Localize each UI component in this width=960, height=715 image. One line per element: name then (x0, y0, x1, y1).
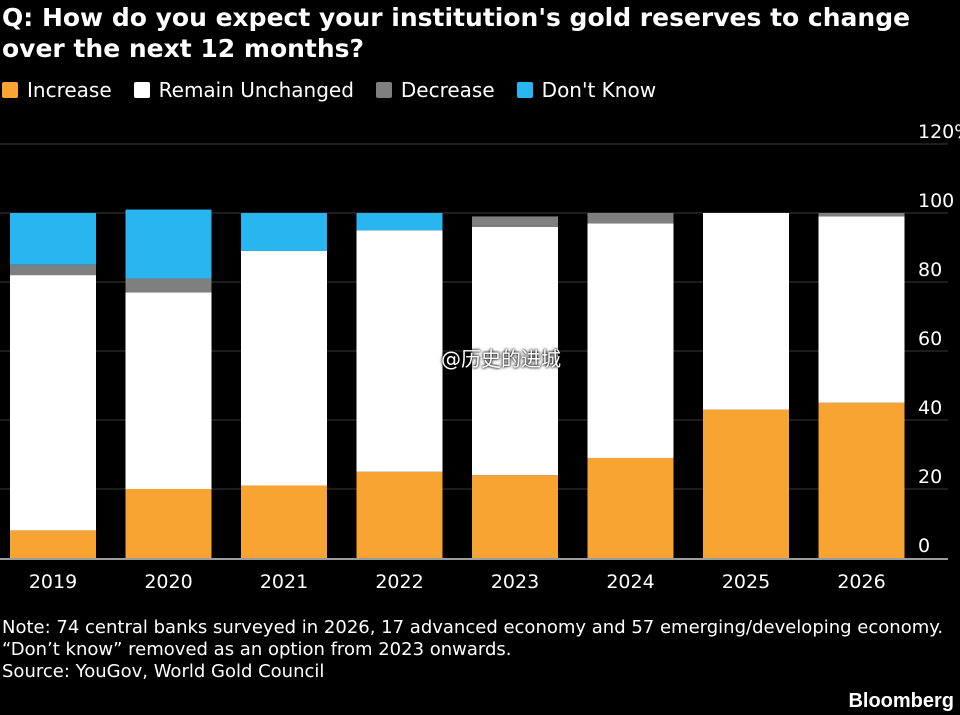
y-tick-label: 0 (918, 535, 930, 557)
legend-label-remain-unchanged: Remain Unchanged (158, 78, 354, 102)
bar-segment-remain-unchanged (703, 213, 789, 410)
x-tick-label: 2025 (722, 571, 770, 593)
bar-segment-decrease (125, 278, 212, 293)
note-line: “Don’t know” removed as an option from 2… (2, 639, 512, 660)
legend-label-decrease: Decrease (400, 78, 495, 102)
legend-item-remain-unchanged: Remain Unchanged (133, 78, 354, 102)
bar-segment-decrease (818, 213, 905, 217)
legend-item-decrease: Decrease (375, 78, 495, 102)
bar-segment-increase (703, 409, 789, 558)
stacked-bar-chart: 0 20 40 60 80 100 120% 2019 2020 2021 2022 2023 2024… (0, 121, 960, 593)
bar-segment-don-t-know (125, 209, 212, 279)
bar-segment-remain-unchanged (587, 223, 674, 458)
watermark-text: @历史的进城 (441, 347, 561, 371)
bar-segment-increase (356, 471, 443, 558)
bar-segment-remain-unchanged (241, 250, 327, 486)
y-tick-label: 20 (918, 466, 942, 488)
legend-item-dont-know: Don't Know (516, 78, 657, 102)
legend-swatch-increase (2, 82, 18, 98)
bloomberg-logo: Bloomberg (848, 690, 954, 712)
legend-swatch-remain-unchanged (133, 82, 150, 98)
x-tick-label: 2023 (491, 571, 539, 593)
bar-segment-increase (472, 475, 558, 558)
x-tick-label: 2022 (375, 571, 423, 593)
watermark: @历史的进城 (415, 343, 561, 372)
bar-segment-remain-unchanged (472, 226, 558, 476)
legend-item-increase: Increase (2, 78, 112, 102)
x-tick-label: 2020 (144, 571, 192, 593)
note-line: Note: 74 central banks surveyed in 2026,… (2, 617, 944, 638)
bar-segment-don-t-know (356, 213, 443, 231)
y-tick-label: 80 (918, 259, 942, 281)
axes: 0 20 40 60 80 100 120% 2019 2020 2021 2022 2023 2024… (0, 121, 960, 593)
source-line: Source: YouGov, World Gold Council (2, 661, 325, 682)
legend-label-increase: Increase (27, 78, 112, 102)
x-tick-label: 2026 (837, 571, 885, 593)
legend-swatch-dont-know (516, 82, 533, 98)
weibo-icon (415, 349, 436, 367)
legend-label-dont-know: Don't Know (541, 78, 657, 102)
bar-segment-increase (818, 402, 905, 558)
chart-title: Q: How do you expect your institution's … (2, 3, 911, 63)
bar-segment-increase (587, 457, 674, 558)
bar-segment-increase (10, 530, 96, 558)
bar-segment-increase (241, 485, 327, 558)
bar-segment-increase (125, 489, 212, 558)
bar-segment-don-t-know (241, 213, 327, 251)
x-tick-label: 2021 (260, 571, 308, 593)
y-tick-label: 120% (918, 121, 960, 143)
legend-swatch-decrease (375, 82, 392, 98)
bar-segment-remain-unchanged (10, 275, 96, 531)
legend: Increase Remain Unchanged Decrease Don't… (2, 78, 678, 102)
bar-segment-remain-unchanged (818, 216, 905, 403)
y-tick-label: 40 (918, 397, 942, 419)
x-tick-label: 2024 (606, 571, 654, 593)
bar-segment-remain-unchanged (125, 292, 212, 489)
bar-segment-decrease (472, 216, 558, 227)
bar-segment-remain-unchanged (356, 230, 443, 472)
bar-segment-don-t-know (10, 213, 96, 265)
y-tick-label: 60 (918, 328, 942, 350)
bar-segment-decrease (587, 213, 674, 224)
y-tick-label: 100 (918, 190, 954, 212)
x-tick-label: 2019 (29, 571, 77, 593)
footnotes: Note: 74 central banks surveyed in 2026,… (2, 617, 952, 683)
bar-segment-decrease (10, 264, 96, 276)
bars (10, 209, 905, 558)
